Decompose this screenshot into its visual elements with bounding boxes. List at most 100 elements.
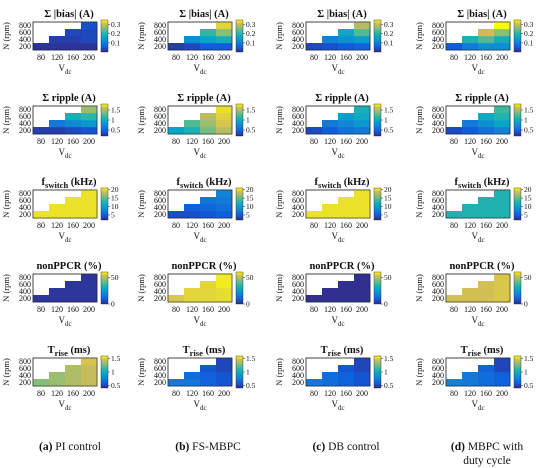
heatmap-cell (65, 281, 82, 289)
y-tick-label: 600 (19, 280, 31, 289)
heatmap-cell (33, 211, 50, 219)
heatmap-cell (462, 288, 479, 296)
x-tick-label: 200 (496, 389, 508, 398)
heatmap-cell (200, 36, 217, 44)
heatmap-cell (338, 197, 355, 205)
heatmap-cell (354, 22, 371, 30)
heatmap-cell (478, 113, 495, 121)
heatmap-cell (354, 113, 371, 121)
panel-title: nonPPCR (%) (449, 261, 515, 272)
panel-title: fswitch (kHz) (315, 177, 370, 190)
x-tick-label: 160 (340, 221, 352, 230)
x-tick-label: 200 (83, 389, 95, 398)
y-tick-label: 400 (19, 119, 31, 128)
heatmap-cell (65, 204, 82, 212)
heatmap-cell (81, 190, 98, 198)
heatmap-cell (184, 295, 201, 303)
y-tick-label: 200 (154, 126, 166, 135)
heatmap-cell (494, 281, 511, 289)
x-tick-label: 120 (324, 137, 336, 146)
heatmap-cell (184, 36, 201, 44)
heatmap-cell (216, 358, 233, 366)
x-tick-label: 80 (310, 221, 318, 230)
heatmap-cell (462, 120, 479, 128)
colorbar (235, 103, 244, 137)
heatmap-cell (354, 365, 371, 373)
y-tick-label: 600 (432, 196, 444, 205)
heatmap-cell (494, 274, 511, 282)
colorbar-tick-label: 0.5 (246, 126, 256, 135)
y-tick-label: 200 (19, 210, 31, 219)
heatmap-cell (478, 29, 495, 37)
heatmap-cell (462, 295, 479, 303)
x-axis-label: Vdc (58, 231, 71, 244)
colorbar-tick-label: 1 (384, 368, 388, 377)
y-tick-label: 400 (432, 203, 444, 212)
x-tick-label: 80 (310, 389, 318, 398)
heatmap-cell (65, 211, 82, 219)
plot-border (445, 105, 511, 135)
colorbar-tick-label: 5 (384, 210, 388, 219)
heatmap-cell (81, 358, 98, 366)
x-tick-label: 80 (310, 137, 318, 146)
y-tick-label: 600 (19, 28, 31, 37)
x-tick-label: 120 (324, 53, 336, 62)
y-tick-label: 600 (154, 196, 166, 205)
y-tick-label: 800 (432, 105, 444, 114)
x-tick-label: 80 (172, 389, 180, 398)
heatmap-cell (338, 204, 355, 212)
x-tick-label: 80 (172, 53, 180, 62)
x-tick-label: 80 (37, 305, 45, 314)
heatmap-cell (216, 43, 233, 51)
heatmap-cell (478, 204, 495, 212)
heatmap-cell (354, 274, 371, 282)
x-axis-label: Vdc (331, 63, 344, 76)
heatmap-cell (494, 120, 511, 128)
colorbar-tick-label: 1 (384, 116, 388, 125)
y-tick-label: 400 (154, 371, 166, 380)
y-axis-label: N (rpm) (274, 358, 284, 386)
colorbar-tick-label: 0.5 (111, 126, 121, 135)
x-tick-label: 120 (324, 305, 336, 314)
colorbar-tick-label: 0 (111, 300, 115, 309)
heatmap-cell (49, 372, 66, 380)
x-axis-label: Vdc (193, 147, 206, 160)
heatmap-cell (65, 120, 82, 128)
y-tick-label: 200 (154, 210, 166, 219)
heatmap-cell (216, 204, 233, 212)
x-tick-label: 120 (464, 389, 476, 398)
heatmap-cell (216, 113, 233, 121)
x-axis-label: Vdc (471, 315, 484, 328)
heatmap-cell (478, 365, 495, 373)
heatmap-cell (338, 372, 355, 380)
colorbar-tick-label: 20 (384, 185, 392, 194)
y-tick-label: 400 (292, 119, 304, 128)
heatmap-cell (338, 36, 355, 44)
heatmap-cell (200, 288, 217, 296)
colorbar-tick-label: 10 (384, 202, 392, 211)
heatmap-cell (168, 43, 185, 51)
x-tick-label: 120 (324, 389, 336, 398)
colorbar-tick-label: 10 (111, 202, 119, 211)
heatmap-cell (494, 211, 511, 219)
y-tick-label: 400 (292, 203, 304, 212)
y-tick-label: 800 (292, 273, 304, 282)
y-tick-label: 400 (432, 287, 444, 296)
x-tick-label: 160 (202, 137, 214, 146)
x-axis-label: Vdc (193, 315, 206, 328)
y-tick-label: 800 (154, 21, 166, 30)
heatmap-cell (462, 379, 479, 387)
x-tick-label: 200 (218, 221, 230, 230)
heatmap-cell (216, 365, 233, 373)
heatmap-cell (49, 36, 66, 44)
colorbar-tick-label: 5 (111, 210, 115, 219)
x-tick-label: 200 (496, 53, 508, 62)
colorbar-tick-label: 50 (524, 273, 532, 282)
heatmap-cell (216, 197, 233, 205)
colorbar-tick-label: 50 (111, 273, 119, 282)
x-tick-label: 160 (67, 305, 79, 314)
x-tick-label: 160 (67, 389, 79, 398)
heatmap-cell (494, 190, 511, 198)
